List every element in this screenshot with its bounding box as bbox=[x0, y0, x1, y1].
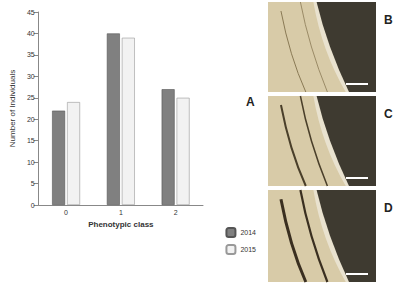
svg-text:0: 0 bbox=[64, 209, 68, 216]
svg-text:5: 5 bbox=[31, 180, 35, 187]
svg-text:2014: 2014 bbox=[240, 229, 256, 236]
svg-text:0: 0 bbox=[31, 202, 35, 209]
svg-text:45: 45 bbox=[27, 9, 35, 16]
svg-text:25: 25 bbox=[27, 94, 35, 101]
svg-text:B: B bbox=[384, 13, 393, 27]
svg-text:A: A bbox=[246, 95, 255, 109]
svg-text:Number of Individuals: Number of Individuals bbox=[8, 70, 17, 147]
svg-text:2015: 2015 bbox=[240, 246, 256, 253]
svg-text:30: 30 bbox=[27, 73, 35, 80]
svg-text:40: 40 bbox=[27, 30, 35, 37]
svg-text:20: 20 bbox=[27, 116, 35, 123]
svg-text:C: C bbox=[384, 107, 393, 121]
svg-text:1: 1 bbox=[119, 209, 123, 216]
svg-text:Phenotypic class: Phenotypic class bbox=[88, 220, 154, 229]
svg-text:15: 15 bbox=[27, 137, 35, 144]
svg-text:10: 10 bbox=[27, 159, 35, 166]
svg-text:35: 35 bbox=[27, 51, 35, 58]
svg-text:D: D bbox=[384, 201, 393, 215]
svg-text:2: 2 bbox=[174, 209, 178, 216]
